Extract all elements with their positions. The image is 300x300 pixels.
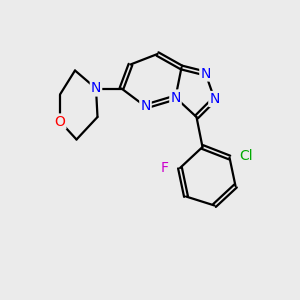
- Text: N: N: [140, 100, 151, 113]
- Text: Cl: Cl: [239, 149, 253, 163]
- Text: N: N: [91, 82, 101, 95]
- Text: N: N: [209, 92, 220, 106]
- Text: N: N: [200, 67, 211, 80]
- Text: N: N: [170, 91, 181, 104]
- Text: O: O: [55, 115, 65, 128]
- Text: F: F: [161, 161, 169, 175]
